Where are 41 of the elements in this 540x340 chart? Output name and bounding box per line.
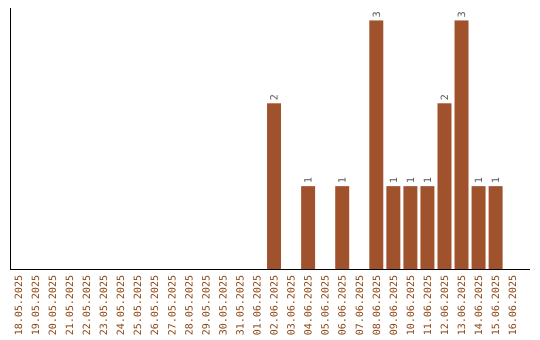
data-label: 1 xyxy=(304,177,315,184)
x-tick-label: 13.06.2025 xyxy=(457,275,468,336)
data-label: 2 xyxy=(270,94,281,100)
x-tick-label: 12.06.2025 xyxy=(440,275,451,336)
x-tick-label: 21.05.2025 xyxy=(64,275,76,336)
data-label: 1 xyxy=(388,177,400,184)
x-tick-label: 15.06.2025 xyxy=(491,275,502,336)
x-tick-label: 10.06.2025 xyxy=(406,275,417,336)
data-label: 1 xyxy=(422,177,434,184)
x-tick-label: 03.06.2025 xyxy=(286,275,298,336)
x-tick-label: 01.06.2025 xyxy=(252,275,264,336)
x-tick-label: 16.06.2025 xyxy=(508,275,520,336)
x-tick-label: 25.05.2025 xyxy=(133,275,144,336)
data-label: 3 xyxy=(457,11,468,18)
x-tick-label: 26.05.2025 xyxy=(150,275,162,336)
x-tick-label: 14.06.2025 xyxy=(474,275,486,336)
x-tick-label: 31.05.2025 xyxy=(235,275,246,336)
x-tick-label: 09.06.2025 xyxy=(388,275,400,336)
data-label: 1 xyxy=(338,177,349,184)
data-label: 1 xyxy=(491,177,502,184)
x-tick-label: 29.05.2025 xyxy=(201,275,212,336)
x-tick-label: 08.06.2025 xyxy=(372,275,383,336)
data-label: 1 xyxy=(406,177,417,184)
x-tick-label: 11.06.2025 xyxy=(422,275,434,336)
x-tick-label: 22.05.2025 xyxy=(82,275,94,336)
x-tick-label: 05.06.2025 xyxy=(320,275,332,336)
x-tick-label: 20.05.2025 xyxy=(48,275,59,336)
x-tick-label: 18.05.2025 xyxy=(14,275,25,336)
x-tick-label: 24.05.2025 xyxy=(116,275,128,336)
x-tick-label: 04.06.2025 xyxy=(304,275,315,336)
data-label: 3 xyxy=(372,11,383,18)
x-tick-label: 27.05.2025 xyxy=(167,275,178,336)
x-tick-label: 06.06.2025 xyxy=(338,275,349,336)
data-label: 1 xyxy=(474,177,486,184)
data-label: 2 xyxy=(440,94,451,100)
x-tick-label: 23.05.2025 xyxy=(99,275,110,336)
x-tick-label: 07.06.2025 xyxy=(354,275,366,336)
x-tick-label: 02.06.2025 xyxy=(270,275,281,336)
x-tick-label: 30.05.2025 xyxy=(218,275,230,336)
x-tick-label: 28.05.2025 xyxy=(184,275,196,336)
x-tick-label: 19.05.2025 xyxy=(30,275,42,336)
